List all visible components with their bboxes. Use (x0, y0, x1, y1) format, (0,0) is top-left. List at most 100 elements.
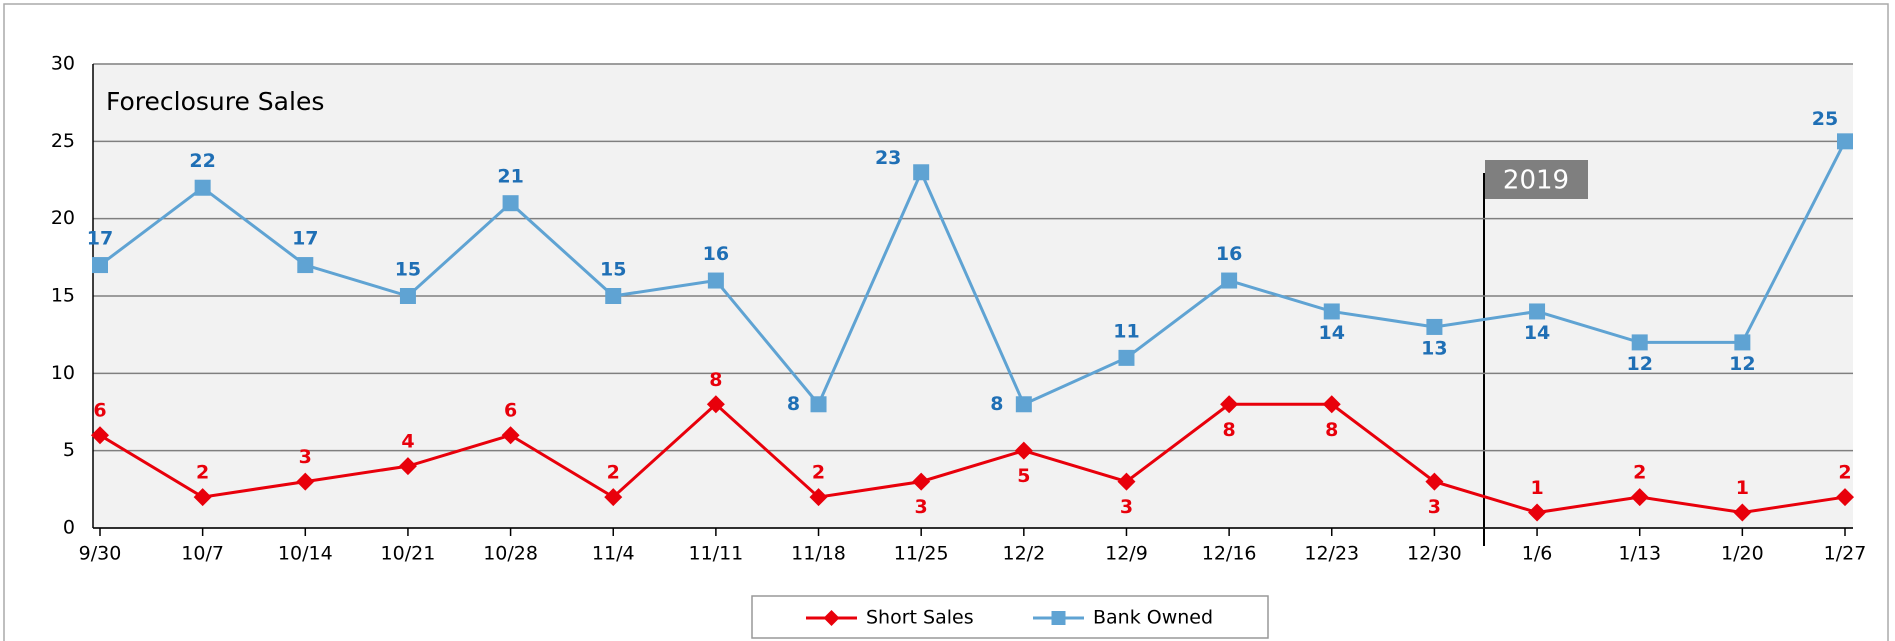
data-label: 14 (1319, 322, 1345, 344)
marker (1630, 488, 1649, 507)
marker (809, 488, 828, 507)
x-tick-label: 1/20 (1721, 543, 1764, 565)
marker (1837, 133, 1853, 150)
marker (1426, 318, 1443, 335)
data-label: 23 (875, 147, 901, 169)
data-label: 8 (709, 369, 722, 391)
y-tick-label: 30 (51, 53, 75, 75)
y-tick-label: 25 (51, 130, 75, 152)
x-tick-label: 12/23 (1304, 543, 1359, 565)
series-line (99, 402, 1846, 515)
marker (1221, 272, 1238, 289)
marker (399, 288, 416, 304)
marker (604, 488, 623, 507)
data-label: 8 (1223, 419, 1236, 441)
x-tick-label: 1/13 (1618, 543, 1661, 565)
marker (605, 288, 622, 304)
data-label: 17 (292, 228, 318, 250)
data-label: 6 (93, 400, 106, 422)
y-tick-label: 5 (63, 439, 75, 461)
annotation-box (1485, 160, 1588, 199)
marker (92, 257, 108, 274)
annotation: 2019 (1503, 166, 1569, 196)
legend-label: Short Sales (866, 607, 974, 629)
data-label: 6 (504, 400, 517, 422)
x-tick-label: 10/28 (483, 543, 538, 565)
x-tick-label: 1/6 (1522, 543, 1553, 565)
marker (91, 426, 109, 445)
y-tick-label: 20 (51, 207, 75, 229)
data-label: 5 (1017, 465, 1030, 487)
data-label: 3 (299, 446, 312, 468)
marker (912, 472, 931, 491)
x-tick-label: 11/4 (592, 543, 635, 565)
marker (502, 195, 519, 212)
marker (1322, 395, 1341, 414)
marker (1015, 396, 1032, 413)
y-tick-label: 0 (63, 517, 75, 539)
data-label: 16 (703, 243, 729, 265)
legend-marker (823, 610, 840, 626)
x-tick-label: 11/25 (894, 543, 949, 565)
x-tick-label: 10/21 (381, 543, 436, 565)
marker (1014, 441, 1033, 460)
x-tick-label: 1/27 (1824, 543, 1867, 565)
data-label: 12 (1626, 353, 1652, 375)
marker (913, 164, 930, 181)
x-tick-label: 10/7 (181, 543, 224, 565)
x-tick-label: 12/16 (1202, 543, 1257, 565)
data-label: 17 (87, 228, 113, 250)
marker (1529, 303, 1546, 320)
chart-title: Foreclosure Sales (106, 87, 324, 116)
data-label: 1 (1530, 477, 1543, 499)
marker (1118, 349, 1135, 366)
marker (296, 472, 315, 491)
marker (501, 426, 520, 445)
data-label: 11 (1113, 320, 1139, 342)
data-label: 22 (189, 150, 215, 172)
data-label: 8 (990, 393, 1003, 415)
legend-marker (1051, 611, 1066, 625)
data-label: 3 (1428, 496, 1441, 518)
marker (194, 179, 211, 196)
marker (810, 396, 827, 413)
legend-label: Bank Owned (1093, 607, 1213, 629)
data-label: 13 (1421, 337, 1447, 359)
x-tick-label: 12/9 (1105, 543, 1148, 565)
x-tick-label: 11/11 (688, 543, 743, 565)
marker (193, 488, 212, 507)
marker (1117, 472, 1136, 491)
x-tick-label: 12/2 (1002, 543, 1045, 565)
data-label: 15 (600, 259, 626, 281)
data-label: 3 (915, 496, 928, 518)
data-label: 4 (401, 431, 414, 453)
data-label: 2 (196, 462, 209, 484)
data-label: 25 (1812, 108, 1838, 130)
y-tick-label: 10 (51, 362, 75, 384)
data-label: 1 (1736, 477, 1749, 499)
data-label: 16 (1216, 243, 1242, 265)
x-tick-label: 11/18 (791, 543, 846, 565)
data-label: 8 (1325, 419, 1338, 441)
data-label: 2 (1838, 462, 1851, 484)
marker (1528, 503, 1547, 522)
marker (1323, 303, 1340, 320)
x-tick-label: 12/30 (1407, 543, 1462, 565)
data-label: 21 (497, 166, 523, 188)
data-label: 15 (395, 259, 421, 281)
data-label: 2 (1633, 462, 1646, 484)
series-line (99, 140, 1847, 408)
marker (1631, 334, 1648, 351)
data-label: 2 (607, 462, 620, 484)
marker (1836, 488, 1854, 507)
marker (707, 272, 724, 289)
data-label: 14 (1524, 322, 1550, 344)
marker (1220, 395, 1239, 414)
marker (1425, 472, 1444, 491)
y-tick-label: 15 (51, 285, 75, 307)
marker (1734, 334, 1751, 351)
marker (706, 395, 725, 414)
data-label: 2 (812, 462, 825, 484)
marker (1733, 503, 1752, 522)
